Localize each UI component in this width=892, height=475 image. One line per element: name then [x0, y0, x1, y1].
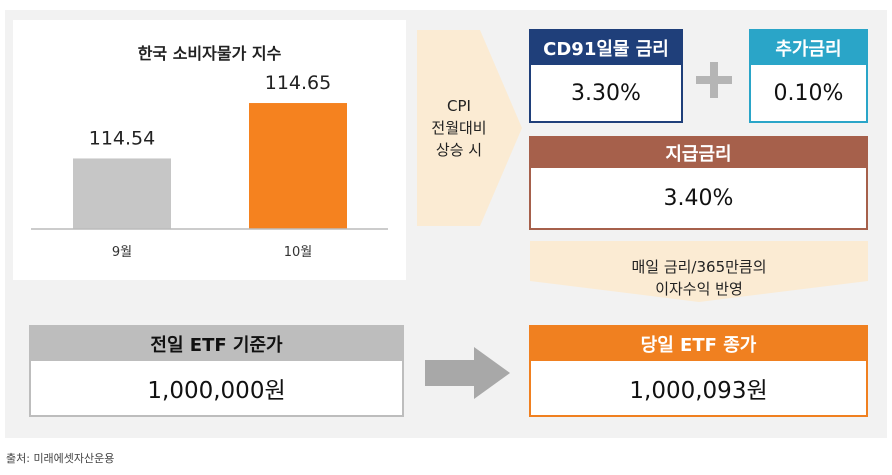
category-label-0: 9월: [112, 245, 132, 260]
additional-rate-value: 0.10%: [751, 65, 866, 121]
bar-value-label-1: 114.65: [265, 72, 331, 94]
today-etf-box: 당일 ETF 종가 1,000,093원: [529, 325, 868, 417]
payment-rate-label: 지급금리: [531, 138, 866, 168]
today-etf-value: 1,000,093원: [531, 361, 866, 415]
cpi-line-1: CPI: [447, 97, 471, 115]
previous-etf-box: 전일 ETF 기준가 1,000,000원: [29, 325, 404, 417]
daily-note-line-2: 이자수익 반영: [655, 280, 743, 298]
daily-note-line-1: 매일 금리/365만큼의: [631, 258, 767, 276]
bar-0: [73, 158, 171, 229]
category-label-1: 10월: [284, 245, 313, 260]
additional-rate-box: 추가금리 0.10%: [749, 29, 868, 123]
cd91-rate-box: CD91일물 금리 3.30%: [529, 29, 683, 123]
payment-rate-box: 지급금리 3.40%: [529, 136, 868, 230]
source-note: 출처: 미래에셋자산운용: [6, 452, 115, 465]
previous-etf-value: 1,000,000원: [31, 361, 402, 415]
previous-etf-label: 전일 ETF 기준가: [31, 327, 402, 361]
cpi-line-3: 상승 시: [435, 141, 483, 159]
additional-rate-label: 추가금리: [751, 31, 866, 65]
payment-rate-value: 3.40%: [531, 168, 866, 228]
cd91-rate-value: 3.30%: [531, 65, 681, 121]
cpi-line-2: 전월대비: [431, 119, 487, 137]
cpi-condition-text: CPI 전월대비 상승 시: [415, 95, 503, 161]
cpi-bar-chart: 114.54 9월 114.65 10월: [31, 72, 388, 260]
cd91-rate-label: CD91일물 금리: [531, 31, 681, 65]
cpi-chart: 한국 소비자물가 지수 114.54 9월 114.65 10월: [13, 20, 406, 280]
today-etf-label: 당일 ETF 종가: [531, 327, 866, 361]
bar-1: [249, 103, 347, 229]
plus-icon: [696, 62, 732, 98]
bar-value-label-0: 114.54: [89, 127, 155, 149]
chart-title: 한국 소비자물가 지수: [137, 44, 282, 63]
daily-interest-note: 매일 금리/365만큼의 이자수익 반영: [530, 256, 868, 300]
